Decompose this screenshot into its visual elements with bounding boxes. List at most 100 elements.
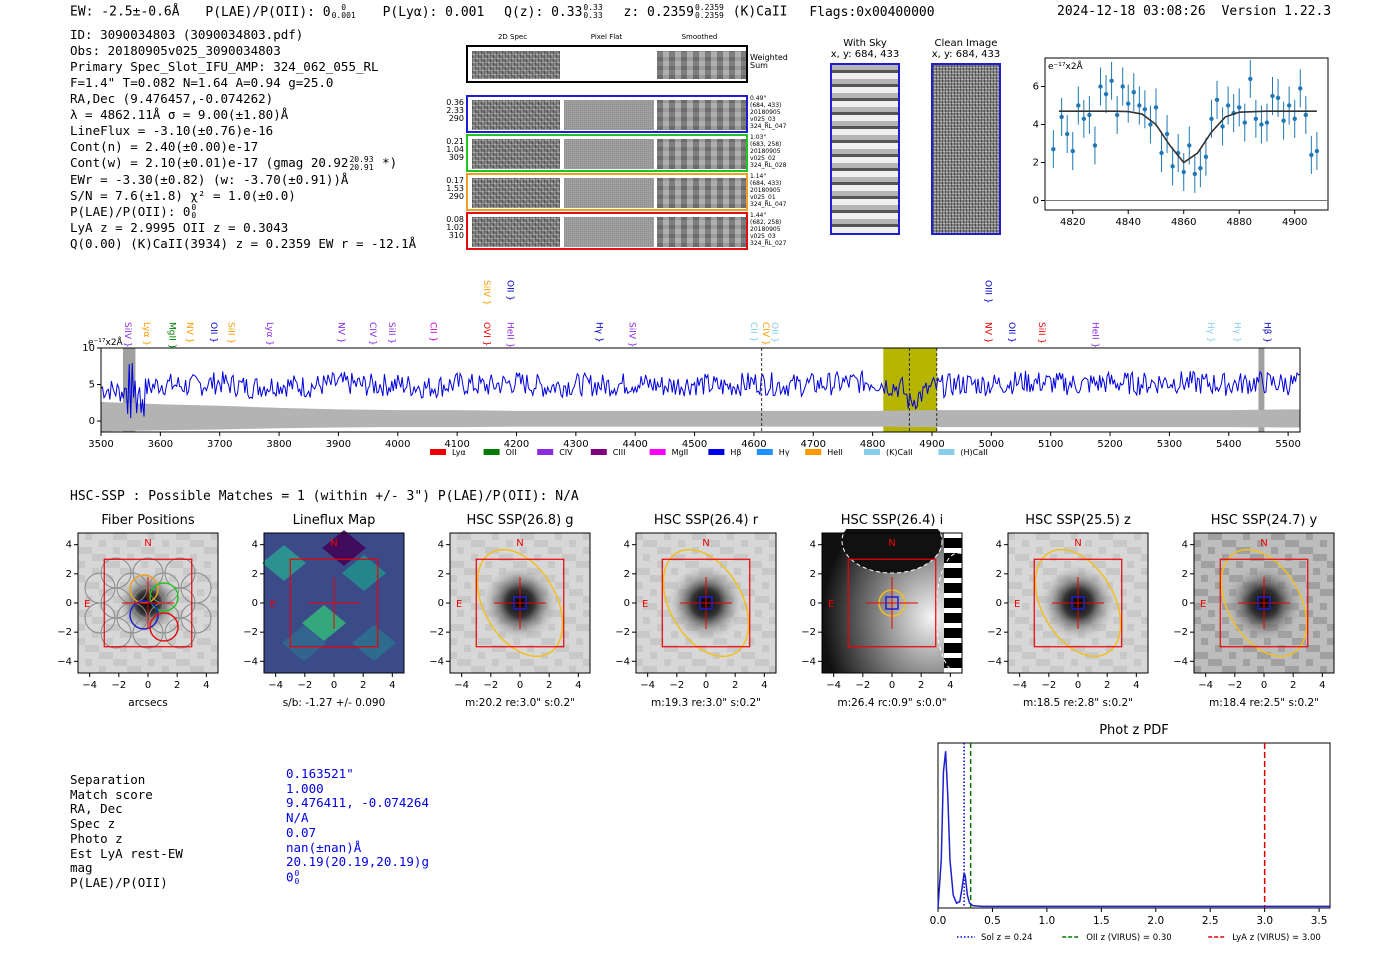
hsc-image-pixel [713, 540, 720, 547]
spectrum-legend: Lyα OII CIV CIII MgII Hβ Hγ HeII (K)CaII (H)CaII [430, 448, 988, 457]
with-sky-xy: x, y: 684, 433 [830, 49, 900, 60]
hsc-east-label: E [1014, 599, 1020, 610]
hsc-image-pixel [657, 624, 664, 631]
hsc-image-pixel [762, 596, 769, 603]
cutout-row-meta-line: v025_01 [750, 194, 776, 201]
hsc-x-tick-label: 0 [331, 680, 337, 691]
hsc-y-tick-label: 2 [66, 569, 72, 580]
summary-value: 20.19(20.19,20.19)g [286, 854, 429, 870]
hsc-image-pixel [183, 568, 190, 575]
hsc-image-pixel [464, 631, 471, 638]
info-lya: LyA z = 2.9995 OII z = 0.3043 [70, 220, 289, 235]
zoom-data-point [1131, 90, 1136, 95]
hsc-panel-body: N E −4 −2 0 2 4 4 2 0 −2 −4 [243, 530, 405, 691]
hsc-image-pixel [78, 624, 85, 631]
spectrum-legend-swatch [483, 449, 500, 455]
hsc-image-pixel [1292, 638, 1299, 645]
hsc-image-pixel [190, 568, 197, 575]
hsc-image-pixel [99, 554, 106, 561]
spectrum-ylabel: e⁻¹⁷x2Å [88, 336, 124, 348]
hsc-i-edge-pixel [953, 618, 958, 623]
hsc-image-pixel [1243, 533, 1250, 540]
hsc-image-pixel [99, 666, 106, 673]
hsc-image-pixel [197, 589, 204, 596]
zoom-data-point [1109, 78, 1114, 83]
zoom-data-point [1253, 116, 1259, 121]
hsc-image-pixel [1320, 617, 1327, 624]
hsc-image-pixel [1127, 610, 1134, 617]
hsc-image-pixel [1243, 547, 1250, 554]
hsc-image-pixel [727, 533, 734, 540]
spectrum-x-tick-label: 3500 [88, 439, 113, 450]
zoom-data-point [1248, 76, 1253, 82]
weighted-flat [562, 51, 654, 79]
spectral-line-label: Hγ } [594, 322, 604, 343]
hsc-image-pixel [134, 666, 141, 673]
hsc-image-pixel [650, 575, 657, 582]
hsc-image-pixel [520, 547, 527, 554]
hsc-image-pixel [197, 638, 204, 645]
hsc-image-pixel [1208, 561, 1215, 568]
spectrum-legend-swatch [938, 449, 955, 455]
hsc-image-pixel [636, 533, 643, 540]
spectral-line-label: HeII } [1089, 322, 1099, 348]
hsc-image-pixel [106, 652, 113, 659]
hsc-aperture-ellipse [1034, 548, 1122, 658]
hsc-x-tick-label: −2 [855, 680, 870, 691]
hsc-image-pixel [1250, 554, 1257, 561]
hsc-image-pixel [1008, 610, 1015, 617]
hsc-image-pixel [1299, 561, 1306, 568]
hsc-image-pixel [727, 645, 734, 652]
summary-plae-sup: 0 [294, 868, 300, 878]
hsc-image-pixel [471, 631, 478, 638]
hsc-i-edge-pixel [957, 603, 962, 608]
zoom-marks [1045, 59, 1328, 201]
hsc-i-edge-pixel [953, 558, 958, 563]
cutout-smooth-image [657, 217, 746, 247]
hsc-image-pixel [1134, 610, 1141, 617]
hsc-image-pixel [457, 610, 464, 617]
hsc-image-pixel [741, 652, 748, 659]
cutout-row-meta-line: v025_03 [750, 233, 776, 240]
cutout-row-value: 309 [448, 153, 464, 162]
hsc-image-pixel [1071, 533, 1078, 540]
photz-x-tick-label: 0.0 [930, 915, 947, 927]
spectrum-flux-line [100, 362, 1301, 419]
hsc-i-edge-pixel [944, 663, 949, 668]
hsc-image-pixel [211, 596, 218, 603]
hsc-x-tick-label: 2 [174, 680, 180, 691]
zoom-data-point [1126, 101, 1131, 106]
hsc-image-pixel [1008, 659, 1015, 666]
hsc-image-pixel [748, 575, 755, 582]
hsc-image-pixel [576, 561, 583, 568]
summary-values: 0.163521" 1.000 9.476411, -0.074264 N/A 0.07… [286, 766, 546, 886]
hsc-i-edge-pixel [948, 628, 953, 633]
hsc-image-pixel [692, 533, 699, 540]
hsc-i-edge-pixel [948, 663, 953, 668]
hsc-image-pixel [169, 561, 176, 568]
hsc-image-pixel [1264, 652, 1271, 659]
zoom-frame [1044, 57, 1329, 211]
header-qz-sub: 0.33 [583, 11, 603, 20]
zoom-data-point [1081, 116, 1087, 121]
hsc-x-tick-label: 2 [918, 680, 924, 691]
hsc-image-pixel [755, 547, 762, 554]
hsc-image-pixel [1306, 582, 1313, 589]
hsc-image-pixel [1085, 540, 1092, 547]
zoom-data-point [1114, 112, 1120, 118]
hsc-image-pixel [1313, 645, 1320, 652]
hsc-image-pixel [685, 652, 692, 659]
hsc-image-pixel [1022, 617, 1029, 624]
summary-label: mag [70, 860, 93, 876]
hsc-image-pixel [1292, 652, 1299, 659]
fiber-circle [100, 617, 132, 649]
spectrum-x-tick-label: 4300 [563, 439, 588, 450]
hsc-i-edge-pixel [948, 648, 953, 653]
hsc-image-pixel [457, 596, 464, 603]
hsc-image-pixel [769, 617, 776, 624]
hsc-search-box [289, 558, 379, 648]
hsc-image-pixel [1222, 568, 1229, 575]
hsc-image-pixel [569, 589, 576, 596]
zoom-data-point [1237, 105, 1242, 110]
hsc-y-tick-label: −2 [987, 627, 1002, 638]
